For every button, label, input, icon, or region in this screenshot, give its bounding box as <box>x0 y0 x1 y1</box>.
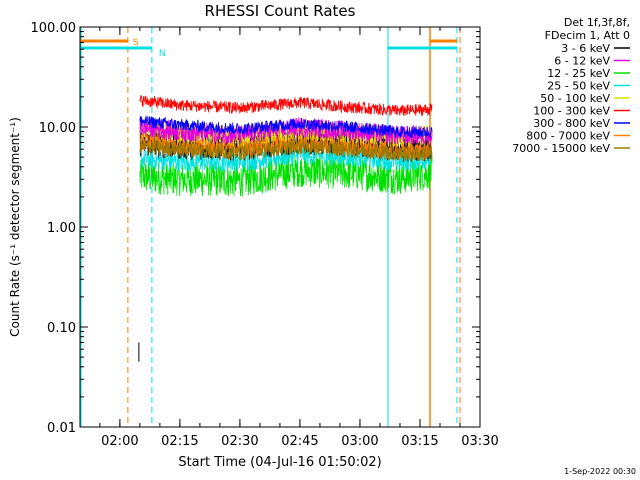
legend-header: Det 1f,3f,8f, <box>564 16 630 29</box>
night-label: N <box>159 49 166 59</box>
x-tick-label: 02:45 <box>281 434 318 449</box>
y-axis-label: Count Rate (s⁻¹ detector segment⁻¹) <box>8 117 22 337</box>
legend-header: FDecim 1, Att 0 <box>545 29 630 42</box>
y-tick-label: 1.00 <box>47 221 76 236</box>
legend-label: 25 - 50 keV <box>547 80 610 93</box>
series-line <box>139 94 433 117</box>
series-line <box>139 126 433 162</box>
y-tick-label: 0.10 <box>47 321 76 336</box>
legend-label: 50 - 100 keV <box>540 92 610 105</box>
x-tick-label: 03:15 <box>401 434 438 449</box>
plot-frame <box>79 26 481 428</box>
x-tick-label: 02:30 <box>221 434 258 449</box>
x-axis-label: Start Time (04-Jul-16 01:50:02) <box>178 455 381 470</box>
x-tick-label: 03:00 <box>341 434 378 449</box>
y-tick-label: 100.00 <box>31 21 77 36</box>
x-tick-label: 03:30 <box>461 434 498 449</box>
legend-label: 7000 - 15000 keV <box>512 142 610 155</box>
series-layer <box>139 94 433 198</box>
legend-label: 300 - 800 keV <box>533 117 610 130</box>
y-tick-label: 10.00 <box>39 121 76 136</box>
legend-label: 3 - 6 keV <box>561 42 610 55</box>
interval-markers: SN <box>80 27 461 427</box>
saa-label: S <box>133 38 139 48</box>
legend-label: 100 - 300 keV <box>533 105 610 118</box>
series-line <box>139 115 433 139</box>
x-tick-label: 02:15 <box>161 434 198 449</box>
legend-label: 800 - 7000 keV <box>526 130 610 143</box>
footer-timestamp: 1-Sep-2022 00:30 <box>564 467 636 476</box>
series-line <box>139 138 433 162</box>
x-tick-label: 02:00 <box>101 434 138 449</box>
y-tick-label: 0.01 <box>47 421 76 436</box>
legend-label: 12 - 25 keV <box>547 67 610 80</box>
axis-layer: 0.01 0.10 1.00 10.00 100.00 02:00 02:15 02:30 02… <box>31 21 499 449</box>
legend-label: 6 - 12 keV <box>554 55 610 68</box>
series-line <box>139 117 433 146</box>
chart-title: RHESSI Count Rates <box>205 2 356 20</box>
